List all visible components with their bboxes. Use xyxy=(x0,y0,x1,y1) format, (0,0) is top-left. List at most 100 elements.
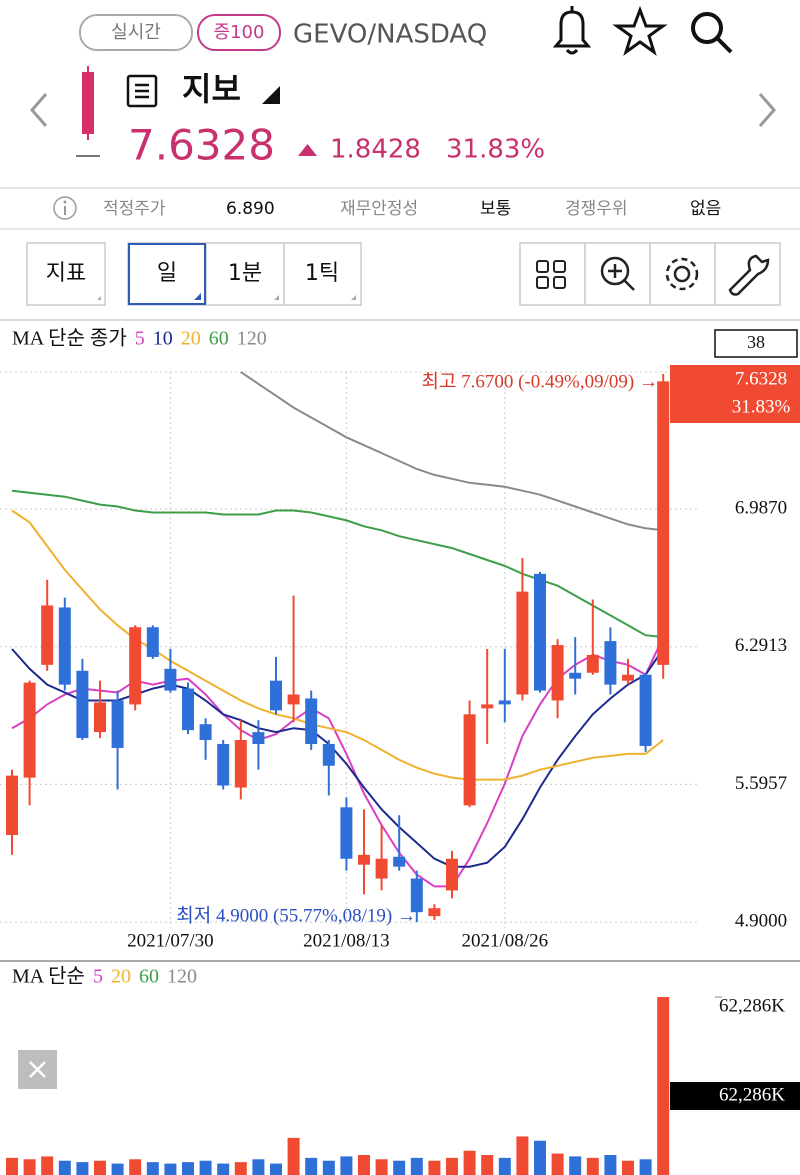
candle-icon xyxy=(76,66,100,157)
candle-body xyxy=(410,878,423,913)
price-change: 1.8428 xyxy=(330,135,421,165)
ma-line xyxy=(11,489,664,639)
zoom-label: 38 xyxy=(747,332,765,352)
fair-price: 6.890 xyxy=(226,199,275,219)
zoom-icon xyxy=(600,256,635,291)
volume-pane: MA 단순 5 20 60 120 62,286K 62,286K xyxy=(6,965,800,1175)
volume-bar xyxy=(375,1159,388,1175)
stability-label: 재무안정성 xyxy=(340,199,418,219)
volume-bar xyxy=(428,1160,441,1175)
candle-body xyxy=(534,573,546,691)
volume-bar xyxy=(639,1159,652,1175)
price-tag-label: 7.6328 xyxy=(735,368,787,389)
current-volume-label: 62,286K xyxy=(719,1084,785,1105)
candle-body xyxy=(498,700,511,705)
minute-button[interactable] xyxy=(205,242,285,306)
volume-bar xyxy=(58,1160,71,1175)
close-button[interactable] xyxy=(18,1050,57,1089)
price-tag xyxy=(670,365,800,423)
volume-bar xyxy=(340,1156,353,1175)
high-annotation: 최고 7.6700 (-0.49%,09/09) → xyxy=(421,370,658,392)
toolbar: 지표 일 1분 1틱 xyxy=(26,242,781,306)
volume-bar xyxy=(234,1162,247,1175)
candle-body xyxy=(375,858,388,879)
volume-bar xyxy=(182,1162,194,1175)
volume-bar xyxy=(569,1156,582,1175)
volume-bar xyxy=(287,1137,300,1175)
list-icon[interactable] xyxy=(126,74,158,108)
candle-body xyxy=(252,732,265,744)
corner-mark xyxy=(274,295,279,300)
volume-bar xyxy=(252,1159,265,1175)
candle-body xyxy=(23,682,36,778)
indicator-label: 지표 xyxy=(46,261,86,286)
next-arrow[interactable] xyxy=(758,93,776,127)
candle-body xyxy=(58,607,71,685)
search-icon[interactable] xyxy=(691,12,733,54)
candle-body xyxy=(463,714,476,806)
volume-bar xyxy=(534,1140,546,1175)
candle-body xyxy=(446,858,458,891)
settings-button[interactable] xyxy=(649,242,716,306)
volume-bar xyxy=(41,1156,54,1175)
candle-body xyxy=(217,743,230,786)
legend-item: 20 xyxy=(181,328,201,350)
volume-bar xyxy=(111,1163,124,1175)
volume-bar xyxy=(498,1157,511,1175)
ma-line xyxy=(11,648,665,868)
candle-body xyxy=(41,605,54,665)
candle-body xyxy=(146,627,159,657)
prev-arrow[interactable] xyxy=(30,93,48,127)
info-icon[interactable] xyxy=(53,196,77,220)
candle-body xyxy=(428,908,441,917)
name-dropdown[interactable] xyxy=(262,86,280,104)
volume-bar xyxy=(270,1163,282,1175)
tick-label: 1틱 xyxy=(305,261,339,286)
x-tick-label: 2021/08/13 xyxy=(303,930,390,951)
y-tick-label: 62,286K xyxy=(719,995,785,1016)
low-annotation: 최저 4.9000 (55.77%,08/19) → xyxy=(176,904,416,926)
indicator-button[interactable] xyxy=(26,242,106,306)
ma-line xyxy=(240,371,664,532)
current-volume-tag xyxy=(670,1082,800,1110)
candle-body xyxy=(94,702,106,733)
zoom-box xyxy=(714,329,798,358)
y-tick-label: 6.9870 xyxy=(735,497,787,518)
realtime-label: 실시간 xyxy=(111,22,161,43)
ticker: GEVO/NASDAQ xyxy=(293,20,487,50)
advantage-label: 경쟁우위 xyxy=(565,199,628,219)
candle-body xyxy=(129,627,142,705)
candle-body xyxy=(287,694,300,705)
margin-label: 증100 xyxy=(214,22,265,43)
volume-bar xyxy=(446,1157,458,1175)
legend-item: 5 xyxy=(93,966,103,988)
candle-body xyxy=(182,688,194,731)
candle-body xyxy=(657,381,670,665)
legend-item: 60 xyxy=(139,966,159,988)
corner-mark xyxy=(194,293,201,300)
volume-bar xyxy=(76,1162,89,1175)
y-tick-label: 4.9000 xyxy=(735,910,787,931)
favorite-icon[interactable] xyxy=(612,5,668,56)
margin-badge xyxy=(197,14,281,51)
advantage: 없음 xyxy=(690,199,721,219)
y-tick-label: 5.5957 xyxy=(735,773,787,794)
price-tag-percent: 31.83% xyxy=(732,396,791,417)
day-button[interactable] xyxy=(127,242,207,306)
x-tick-label: 2021/07/30 xyxy=(127,930,214,951)
wrench-icon xyxy=(728,254,770,296)
selected-outline xyxy=(128,243,206,305)
realtime-button[interactable] xyxy=(79,14,193,51)
volume-bar xyxy=(146,1162,159,1175)
candle-body xyxy=(586,654,599,673)
volume-bar xyxy=(657,997,670,1175)
candle-body xyxy=(393,856,406,867)
tick-button[interactable] xyxy=(283,242,362,306)
candle-body xyxy=(111,700,124,748)
layout-button[interactable] xyxy=(519,242,586,306)
candle-body xyxy=(164,668,177,691)
zoom-button[interactable] xyxy=(584,242,651,306)
candle-body xyxy=(516,591,529,695)
volume-bar xyxy=(516,1136,529,1175)
bell-icon[interactable] xyxy=(552,6,592,55)
